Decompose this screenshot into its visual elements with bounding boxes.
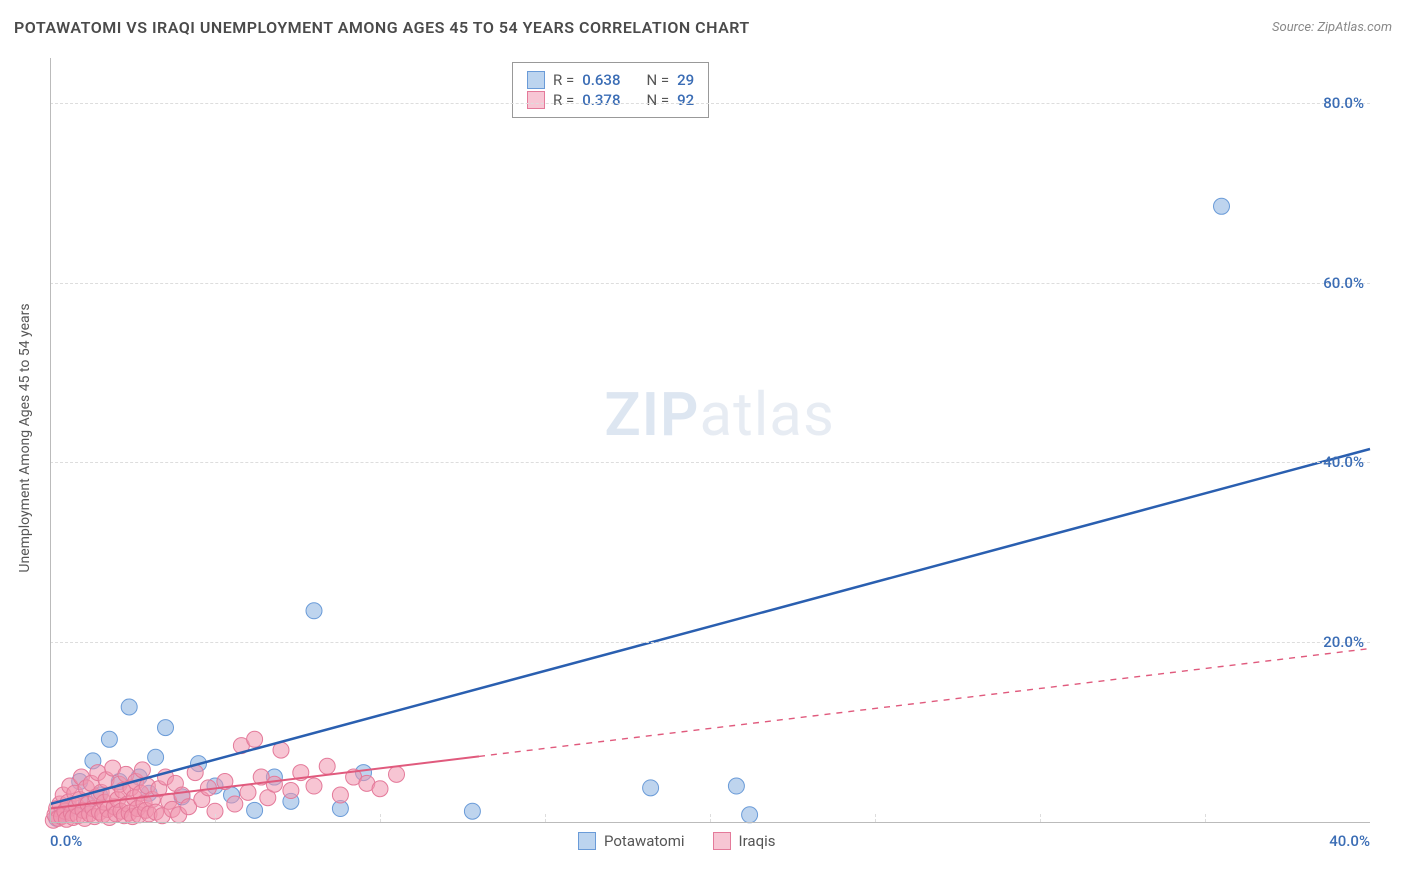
legend-r-label: R = [553, 91, 574, 109]
scatter-point [247, 802, 263, 818]
scatter-point [1214, 198, 1230, 214]
y-tick-label: 60.0% [1323, 274, 1364, 292]
legend-n-value: 92 [677, 91, 694, 109]
series-legend: Potawatomi Iraqis [578, 832, 776, 850]
x-gridline [1205, 814, 1206, 822]
trend-line [50, 449, 1370, 804]
scatter-point [464, 803, 480, 819]
x-gridline [545, 814, 546, 822]
y-gridline [50, 103, 1370, 104]
legend-swatch [527, 91, 545, 109]
y-axis-label: Unemployment Among Ages 45 to 54 years [17, 263, 33, 613]
scatter-point [742, 807, 758, 823]
scatter-point [643, 780, 659, 796]
scatter-point [148, 749, 164, 765]
title-bar: POTAWATOMI VS IRAQI UNEMPLOYMENT AMONG A… [14, 18, 1392, 37]
series-legend-label: Potawatomi [604, 832, 685, 850]
y-tick-label: 20.0% [1323, 633, 1364, 651]
scatter-point [158, 720, 174, 736]
scatter-point [372, 781, 388, 797]
scatter-point [283, 783, 299, 799]
scatter-point [121, 699, 137, 715]
scatter-point [266, 776, 282, 792]
x-gridline [380, 814, 381, 822]
series-legend-label: Iraqis [739, 832, 776, 850]
x-gridline [1040, 814, 1041, 822]
scatter-point [332, 787, 348, 803]
source-name: ZipAtlas.com [1317, 20, 1392, 35]
scatter-point [319, 758, 335, 774]
trend-line-dashed [479, 649, 1370, 757]
scatter-point [240, 784, 256, 800]
scatter-point [306, 603, 322, 619]
scatter-point [728, 778, 744, 794]
legend-n-value: 29 [677, 71, 694, 89]
y-gridline [50, 283, 1370, 284]
y-gridline [50, 642, 1370, 643]
legend-r-value: 0.638 [582, 71, 620, 89]
source-prefix: Source: [1272, 20, 1317, 35]
source-attribution: Source: ZipAtlas.com [1272, 20, 1392, 35]
x-gridline [875, 814, 876, 822]
legend-n-label: N = [646, 91, 669, 109]
correlation-legend-row: R = 0.638 N = 29 [527, 71, 694, 89]
y-gridline [50, 462, 1370, 463]
y-axis-line [50, 58, 51, 822]
scatter-point [306, 778, 322, 794]
plot-svg [50, 58, 1370, 822]
scatter-point [134, 762, 150, 778]
legend-n-label: N = [646, 71, 669, 89]
legend-r-label: R = [553, 71, 574, 89]
plot-area: ZIPatlas R =0.638N =29R =0.378N =92 20.0… [50, 58, 1370, 822]
y-tick-label: 80.0% [1323, 94, 1364, 112]
correlation-legend: R = 0.638 N = 29 R = 0.378 N = 92 [512, 62, 709, 118]
legend-r-value: 0.378 [582, 91, 620, 109]
chart-title: POTAWATOMI VS IRAQI UNEMPLOYMENT AMONG A… [14, 18, 750, 37]
x-gridline [710, 814, 711, 822]
scatter-point [227, 796, 243, 812]
x-tick-label: 40.0% [1329, 832, 1370, 850]
series-legend-item: Potawatomi [578, 832, 685, 850]
x-axis-line [50, 822, 1370, 823]
legend-swatch [527, 71, 545, 89]
scatter-point [101, 731, 117, 747]
legend-swatch [713, 832, 731, 850]
legend-swatch [578, 832, 596, 850]
scatter-point [389, 766, 405, 782]
x-gridline [215, 814, 216, 822]
series-legend-item: Iraqis [713, 832, 776, 850]
correlation-legend-row: R = 0.378 N = 92 [527, 91, 694, 109]
y-tick-label: 40.0% [1323, 453, 1364, 471]
scatter-point [247, 731, 263, 747]
x-tick-label: 0.0% [50, 832, 82, 850]
